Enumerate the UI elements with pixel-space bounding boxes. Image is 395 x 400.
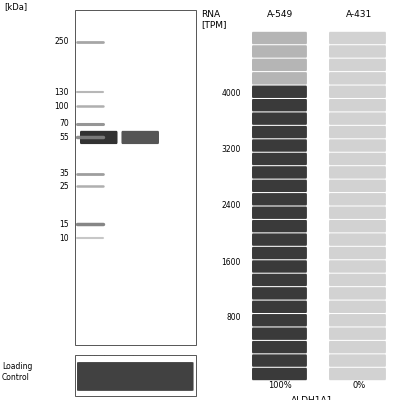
FancyBboxPatch shape xyxy=(329,126,386,138)
FancyBboxPatch shape xyxy=(329,139,386,152)
FancyBboxPatch shape xyxy=(329,45,386,58)
FancyBboxPatch shape xyxy=(252,180,307,192)
FancyBboxPatch shape xyxy=(329,32,386,44)
FancyBboxPatch shape xyxy=(329,341,386,353)
Text: High: High xyxy=(88,355,109,364)
FancyBboxPatch shape xyxy=(252,45,307,58)
FancyBboxPatch shape xyxy=(329,166,386,178)
FancyBboxPatch shape xyxy=(75,355,196,396)
FancyBboxPatch shape xyxy=(329,220,386,232)
FancyBboxPatch shape xyxy=(329,153,386,165)
FancyBboxPatch shape xyxy=(252,72,307,84)
Text: 4000: 4000 xyxy=(222,90,241,98)
FancyBboxPatch shape xyxy=(252,234,307,246)
FancyBboxPatch shape xyxy=(329,86,386,98)
Text: 250: 250 xyxy=(55,37,69,46)
FancyBboxPatch shape xyxy=(329,274,386,286)
Text: 100: 100 xyxy=(55,102,69,111)
Text: 35: 35 xyxy=(59,170,69,178)
Text: 70: 70 xyxy=(59,119,69,128)
Text: 1600: 1600 xyxy=(222,258,241,266)
FancyBboxPatch shape xyxy=(252,220,307,232)
FancyBboxPatch shape xyxy=(252,314,307,326)
Text: 3200: 3200 xyxy=(222,146,241,154)
FancyBboxPatch shape xyxy=(329,206,386,219)
FancyBboxPatch shape xyxy=(252,166,307,178)
Text: 100%: 100% xyxy=(269,381,292,390)
FancyBboxPatch shape xyxy=(252,260,307,273)
Text: Low: Low xyxy=(132,355,149,364)
FancyBboxPatch shape xyxy=(252,301,307,313)
FancyBboxPatch shape xyxy=(329,234,386,246)
FancyBboxPatch shape xyxy=(252,32,307,44)
FancyBboxPatch shape xyxy=(329,368,386,380)
FancyBboxPatch shape xyxy=(252,354,307,367)
Text: A-549: A-549 xyxy=(267,10,293,19)
FancyBboxPatch shape xyxy=(252,274,307,286)
FancyBboxPatch shape xyxy=(252,86,307,98)
FancyBboxPatch shape xyxy=(252,206,307,219)
FancyBboxPatch shape xyxy=(329,301,386,313)
FancyBboxPatch shape xyxy=(252,328,307,340)
FancyBboxPatch shape xyxy=(252,153,307,165)
FancyBboxPatch shape xyxy=(329,314,386,326)
Text: 25: 25 xyxy=(60,182,69,191)
Text: A-431: A-431 xyxy=(346,10,372,19)
FancyBboxPatch shape xyxy=(329,99,386,111)
Text: Loading
Control: Loading Control xyxy=(2,362,32,382)
FancyBboxPatch shape xyxy=(329,247,386,259)
FancyBboxPatch shape xyxy=(252,139,307,152)
FancyBboxPatch shape xyxy=(252,247,307,259)
FancyBboxPatch shape xyxy=(329,260,386,273)
FancyBboxPatch shape xyxy=(252,99,307,111)
FancyBboxPatch shape xyxy=(252,368,307,380)
FancyBboxPatch shape xyxy=(329,180,386,192)
FancyBboxPatch shape xyxy=(329,72,386,84)
FancyBboxPatch shape xyxy=(329,287,386,300)
FancyBboxPatch shape xyxy=(252,112,307,125)
FancyBboxPatch shape xyxy=(252,341,307,353)
FancyBboxPatch shape xyxy=(329,112,386,125)
Text: 800: 800 xyxy=(226,314,241,322)
Text: 130: 130 xyxy=(55,88,69,97)
FancyBboxPatch shape xyxy=(122,131,159,144)
FancyBboxPatch shape xyxy=(329,59,386,71)
FancyBboxPatch shape xyxy=(80,131,118,144)
Text: RNA
[TPM]: RNA [TPM] xyxy=(201,10,227,29)
FancyBboxPatch shape xyxy=(329,328,386,340)
FancyBboxPatch shape xyxy=(252,126,307,138)
FancyBboxPatch shape xyxy=(329,193,386,206)
FancyBboxPatch shape xyxy=(329,354,386,367)
Text: [kDa]: [kDa] xyxy=(4,2,27,11)
FancyBboxPatch shape xyxy=(252,59,307,71)
Text: 15: 15 xyxy=(60,220,69,229)
Text: 10: 10 xyxy=(60,234,69,243)
FancyBboxPatch shape xyxy=(75,10,196,344)
Text: 0%: 0% xyxy=(353,381,366,390)
Text: 55: 55 xyxy=(59,133,69,142)
FancyBboxPatch shape xyxy=(252,287,307,300)
Text: ALDH1A1: ALDH1A1 xyxy=(291,396,333,400)
FancyBboxPatch shape xyxy=(252,193,307,206)
Text: 2400: 2400 xyxy=(222,202,241,210)
FancyBboxPatch shape xyxy=(77,362,194,391)
